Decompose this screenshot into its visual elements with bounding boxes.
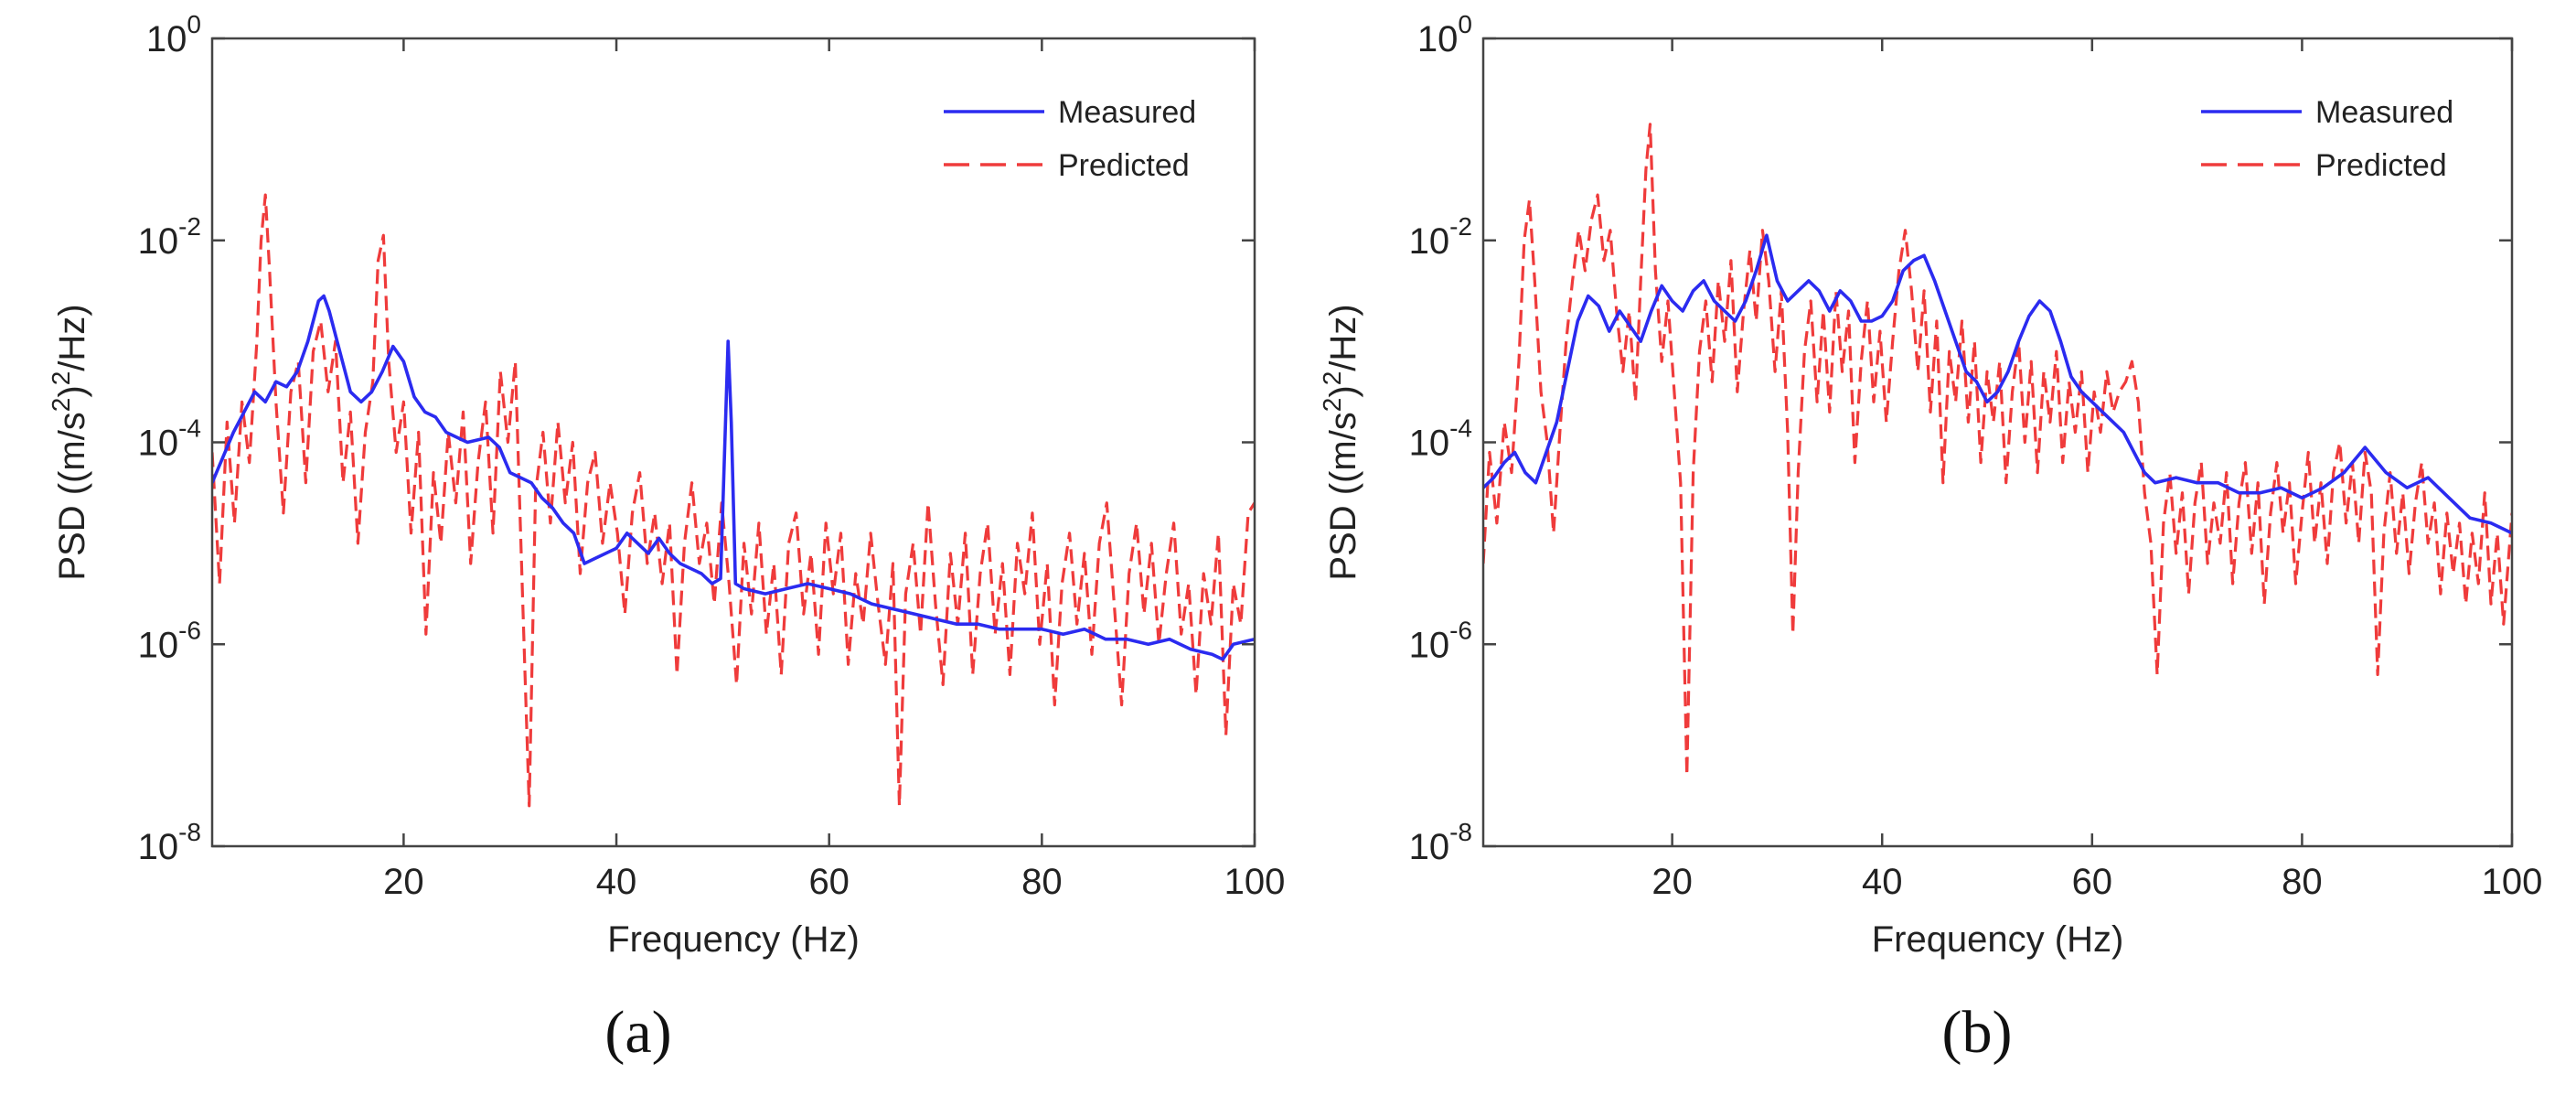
y-axis-label-suffix: /Hz) (52, 304, 92, 371)
y-axis-label: PSD ((m/s2)2/Hz) (1318, 304, 1363, 580)
legend: Measured Predicted (2201, 95, 2453, 183)
y-tick-base: 10 (146, 19, 187, 59)
panel-label: (b) (1942, 999, 2013, 1066)
y-tick-exponent: -6 (1449, 616, 1472, 644)
y-tick-base: 10 (138, 625, 179, 665)
y-axis-label-prefix: PSD ((m/s (52, 412, 92, 580)
y-axis-label-sup: 2 (47, 398, 75, 413)
chart-panel-a: 20 40 60 80 10010-810-610-410-2100Frequency … (47, 10, 1285, 1066)
x-tick-label: 60 (808, 862, 850, 902)
x-axis-label: Frequency (Hz) (1872, 919, 2124, 960)
y-tick-base: 10 (1409, 221, 1450, 262)
y-tick-exponent: 0 (1458, 10, 1472, 38)
series-line-measured (212, 294, 1255, 661)
y-axis-label-sup2: 2 (1318, 371, 1346, 386)
y-tick-exponent: -2 (1449, 212, 1472, 241)
y-tick-exponent: -4 (178, 414, 201, 443)
chart-panel-b: 20 40 60 80 10010-810-610-410-2100Frequency … (1318, 10, 2542, 1066)
x-tick-label: 40 (596, 862, 637, 902)
y-tick-label: 10-2 (138, 212, 201, 262)
x-tick-label: 80 (1021, 862, 1063, 902)
series-group (212, 193, 1255, 808)
y-tick-label: 10-8 (1409, 818, 1472, 867)
x-axis-label: Frequency (Hz) (607, 919, 860, 960)
legend: Measured Predicted (944, 95, 1196, 183)
y-tick-exponent: -6 (178, 616, 201, 644)
y-tick-label: 10-4 (1409, 414, 1472, 464)
panel-label: (a) (604, 999, 671, 1066)
y-axis-label-sup: 2 (1318, 398, 1346, 413)
y-tick-label: 100 (146, 10, 201, 59)
y-tick-label: 10-8 (138, 818, 201, 867)
y-axis-label-suffix: /Hz) (1323, 304, 1363, 371)
series-line-predicted (1483, 123, 2512, 778)
legend-label-measured: Measured (1058, 95, 1196, 130)
y-tick-base: 10 (1409, 424, 1450, 464)
series-line-predicted (212, 193, 1255, 808)
legend-label-measured: Measured (2315, 95, 2453, 130)
y-tick-label: 100 (1417, 10, 1472, 59)
y-axis-label-mid: ) (52, 385, 92, 397)
y-tick-label: 10-6 (1409, 616, 1472, 665)
y-axis-label: PSD ((m/s2)2/Hz) (47, 304, 92, 580)
x-tick-label: 80 (2282, 862, 2323, 902)
y-tick-exponent: -4 (1449, 414, 1472, 443)
y-tick-base: 10 (138, 424, 179, 464)
y-axis-label-sup2: 2 (47, 371, 75, 386)
y-tick-exponent: -2 (178, 212, 201, 241)
x-tick-label: 100 (2482, 862, 2543, 902)
y-tick-base: 10 (1409, 625, 1450, 665)
y-tick-base: 10 (138, 827, 179, 867)
x-tick-label: 20 (383, 862, 424, 902)
y-tick-base: 10 (1417, 19, 1459, 59)
y-tick-exponent: 0 (187, 10, 201, 38)
y-tick-base: 10 (138, 221, 179, 262)
y-tick-exponent: -8 (178, 818, 201, 846)
x-tick-label: 40 (1862, 862, 1903, 902)
x-tick-label: 100 (1224, 862, 1286, 902)
y-axis-label-mid: ) (1323, 385, 1363, 397)
y-tick-label: 10-2 (1409, 212, 1472, 262)
plot-area (1483, 38, 2512, 846)
series-group (1483, 123, 2512, 778)
y-tick-label: 10-4 (138, 414, 201, 464)
x-tick-label: 60 (2072, 862, 2113, 902)
series-line-measured (1483, 233, 2512, 535)
x-tick-label: 20 (1651, 862, 1693, 902)
y-axis-label-prefix: PSD ((m/s (1323, 412, 1363, 580)
legend-label-predicted: Predicted (1058, 148, 1190, 183)
legend-label-predicted: Predicted (2315, 148, 2447, 183)
y-tick-label: 10-6 (138, 616, 201, 665)
y-tick-exponent: -8 (1449, 818, 1472, 846)
y-tick-base: 10 (1409, 827, 1450, 867)
